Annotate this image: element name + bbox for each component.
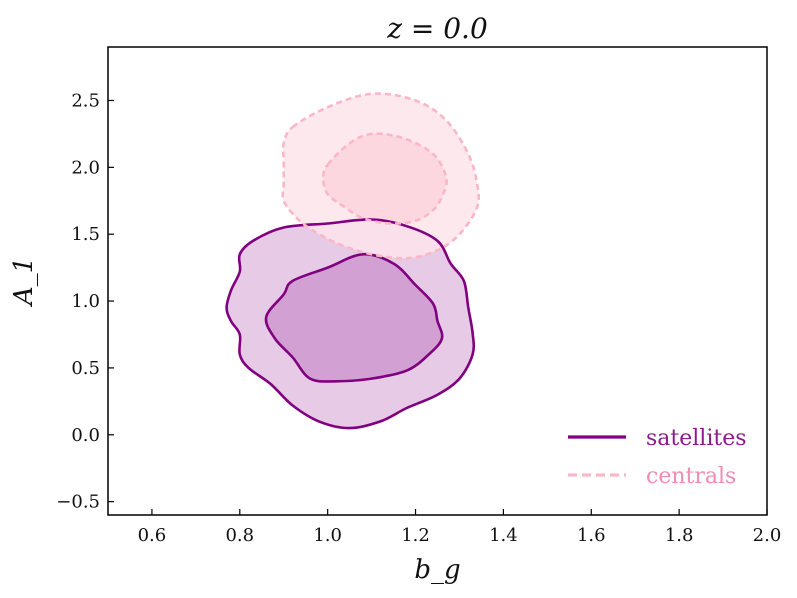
y-tick-label: 0.0: [71, 425, 100, 446]
y-axis-label: A_1: [9, 257, 39, 307]
centrals-inner-contour-line: [322, 132, 448, 225]
x-tick-label: 1.4: [489, 525, 518, 546]
contour-lines: [225, 92, 481, 430]
x-tick-label: 2.0: [753, 525, 782, 546]
y-tick-label: 2.5: [71, 90, 100, 111]
centrals-inner-contour-fill: [323, 133, 447, 224]
y-tick-label: 1.0: [71, 291, 100, 312]
satellites-inner-contour-line: [264, 252, 444, 383]
x-axis: 0.6 0.8 1.0 1.2 1.4 1.6 1.8 2.0: [138, 509, 782, 546]
satellites-inner-contour-fill: [265, 254, 443, 382]
x-tick-label: 0.6: [138, 525, 167, 546]
legend-label-centrals: centrals: [646, 464, 736, 489]
y-tick-label: 0.5: [71, 358, 100, 379]
contour-fills: [226, 93, 479, 429]
x-tick-label: 0.8: [225, 525, 254, 546]
legend-label-satellites: satellites: [646, 426, 747, 451]
chart-title: z = 0.0: [386, 12, 488, 45]
x-tick-label: 1.6: [577, 525, 606, 546]
y-tick-label: 2.0: [71, 157, 100, 178]
x-tick-label: 1.8: [665, 525, 694, 546]
x-tick-label: 1.0: [313, 525, 342, 546]
y-tick-label: 1.5: [71, 224, 100, 245]
y-axis: −0.5 0.0 0.5 1.0 1.5 2.0 2.5: [56, 90, 114, 513]
y-tick-label: −0.5: [56, 492, 100, 513]
centrals-outer-contour-line: [281, 92, 481, 260]
x-axis-label: b_g: [414, 555, 460, 585]
plot-frame: [107, 46, 768, 516]
x-tick-label: 1.2: [401, 525, 430, 546]
satellites-outer-contour-line: [225, 218, 476, 430]
legend: satellites centrals: [568, 426, 747, 489]
